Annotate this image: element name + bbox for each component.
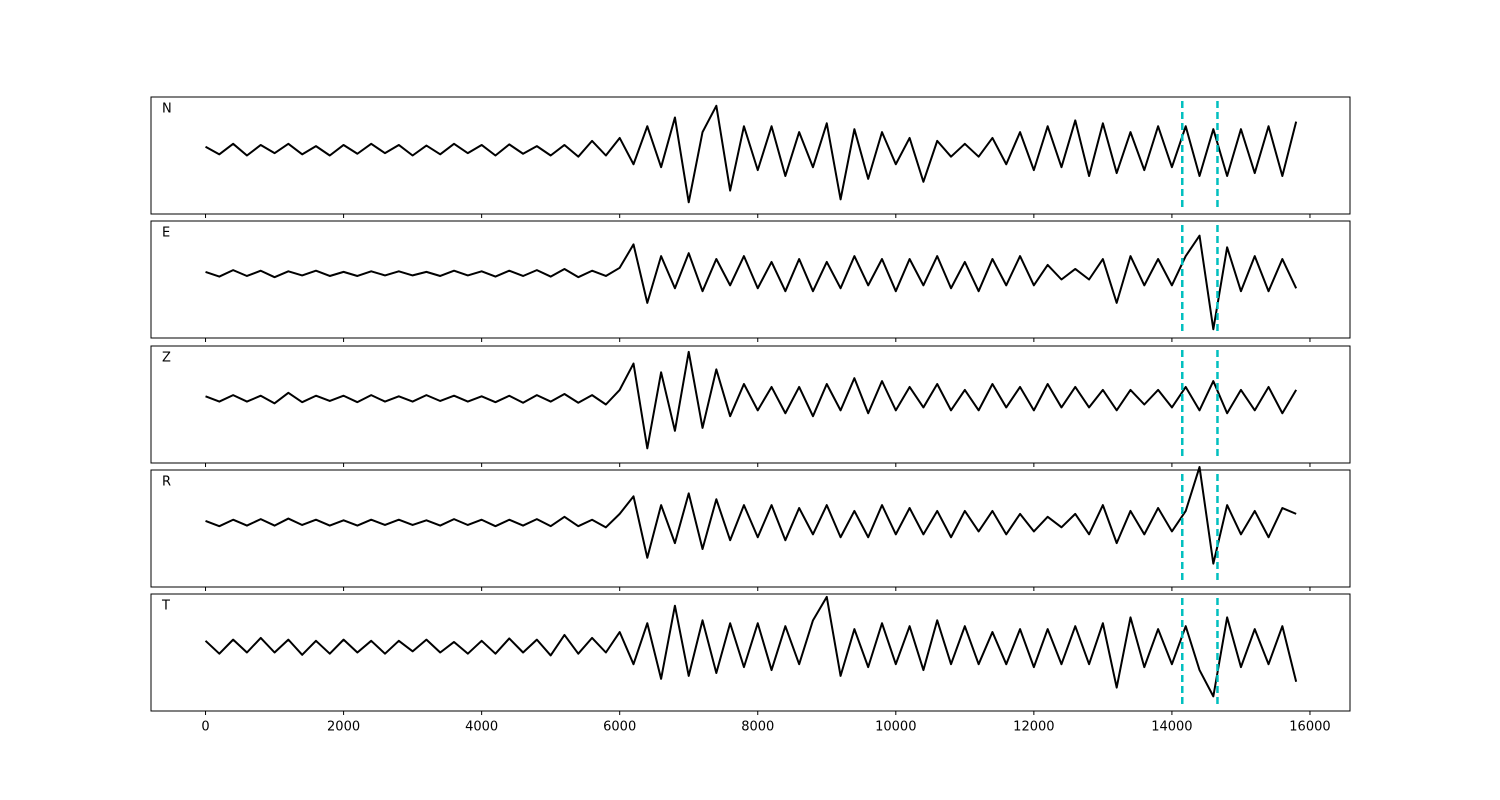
panel-frame [150,220,1351,339]
panel-frame [150,593,1351,712]
x-tick-label: 8000 [741,720,774,735]
x-tick-label: 10000 [875,720,916,735]
trace [205,234,1298,331]
x-tick-label: 6000 [603,720,636,735]
trace [205,104,1298,204]
panel-label: Z [162,351,171,366]
panel-label: T [161,599,170,614]
trace [204,595,1298,698]
trace [205,350,1298,450]
panel-label: E [162,226,170,241]
panel-frame [150,96,1351,215]
panel-label: R [162,475,171,490]
x-tick-label: 0 [201,720,209,735]
panel-label: N [162,102,172,117]
x-tick-label: 2000 [327,720,360,735]
x-tick-label: 4000 [465,720,498,735]
panel-frame [150,469,1351,588]
panel-frame [150,345,1351,464]
x-tick-label: 16000 [1289,720,1330,735]
x-tick-label: 14000 [1151,720,1192,735]
x-tick-label: 12000 [1013,720,1054,735]
trace [205,466,1297,565]
